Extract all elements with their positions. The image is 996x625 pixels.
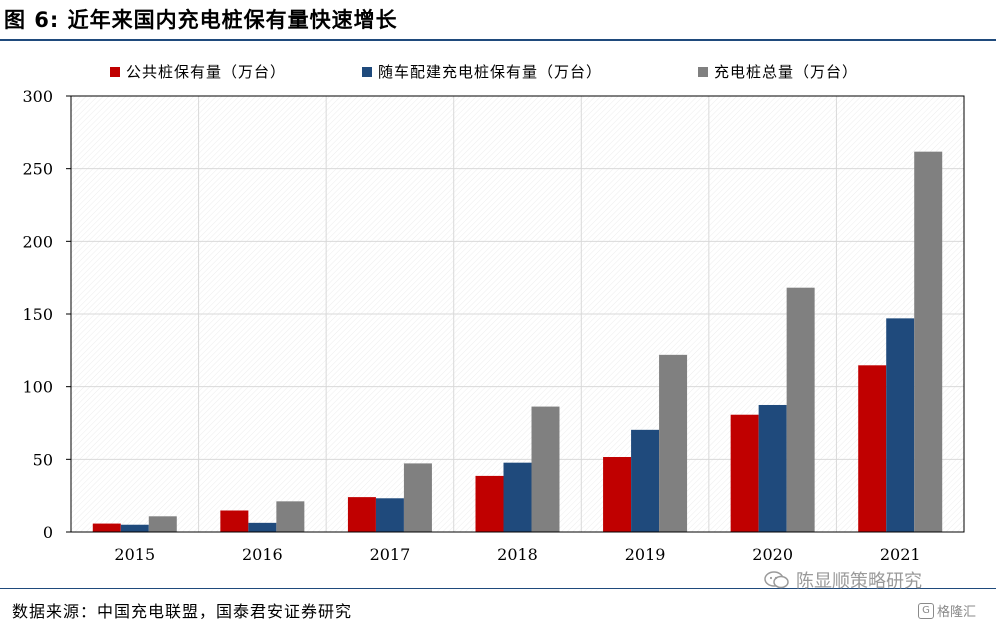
y-tick-label: 200 [22,232,53,251]
x-tick-label: 2020 [752,545,793,564]
source-logo: G 格隆汇 [918,601,976,620]
bar-vehicle [120,524,149,532]
y-tick-label: 0 [43,523,53,542]
logo-icon: G [918,602,934,619]
bar-total [659,354,688,532]
bar-vehicle [631,429,660,532]
x-tick-label: 2019 [625,545,666,564]
legend-item-public: 公共桩保有量（万台） [110,61,286,82]
bar-total [148,516,177,532]
bar-total [914,151,943,532]
bar-public [858,365,887,532]
source-note: 数据来源：中国充电联盟，国泰君安证券研究 [12,602,353,621]
plot-frame [70,95,965,533]
y-tick-label: 300 [22,87,53,106]
x-tick-label: 2015 [114,545,155,564]
bar-public [347,497,376,532]
watermark-text: 陈显顺策略研究 [796,571,922,592]
x-tick-label: 2017 [370,545,411,564]
bar-public [603,457,632,532]
figure-title: 图 6: 近年来国内充电桩保有量快速增长 [4,8,398,32]
y-tick-label: 50 [33,450,53,469]
legend-item-total: 充电桩总量（万台） [698,61,858,82]
bar-vehicle [758,404,787,532]
footer-rule [0,588,996,589]
x-tick-label: 2016 [242,545,283,564]
bar-public [475,475,504,532]
bar-vehicle [503,462,532,532]
y-tick-label: 250 [22,160,53,179]
figure-header: 图 6: 近年来国内充电桩保有量快速增长 [0,0,996,41]
logo-text: 格隆汇 [937,605,977,620]
bar-public [730,414,759,532]
watermark: 陈显顺策略研究 [764,567,922,593]
bar-vehicle [375,498,404,532]
header-rule [0,39,996,41]
wechat-icon [764,571,789,589]
legend-label-public: 公共桩保有量（万台） [126,63,287,81]
bar-public [92,523,121,532]
y-tick-label: 150 [22,305,53,324]
bar-vehicle [886,318,915,532]
y-tick-label: 100 [22,378,53,397]
bar-vehicle [248,522,277,532]
bar-total [276,501,305,532]
x-tick-label: 2021 [880,545,921,564]
bar-total [786,287,815,532]
bar-public [220,510,249,532]
bar-total [403,463,432,532]
bar-total [531,406,560,532]
legend-label-total: 充电桩总量（万台） [714,63,859,81]
legend-swatch-public [110,66,120,77]
bar-chart: 0 50 100 150 200 250 300 2015 2016 2017 2018 2019 20… [22,87,965,564]
x-tick-label: 2018 [497,545,538,564]
legend-swatch-vehicle [362,66,372,77]
legend-swatch-total [698,66,708,77]
legend-label-vehicle: 随车配建充电桩保有量（万台） [378,63,603,81]
legend-item-vehicle: 随车配建充电桩保有量（万台） [362,61,602,82]
